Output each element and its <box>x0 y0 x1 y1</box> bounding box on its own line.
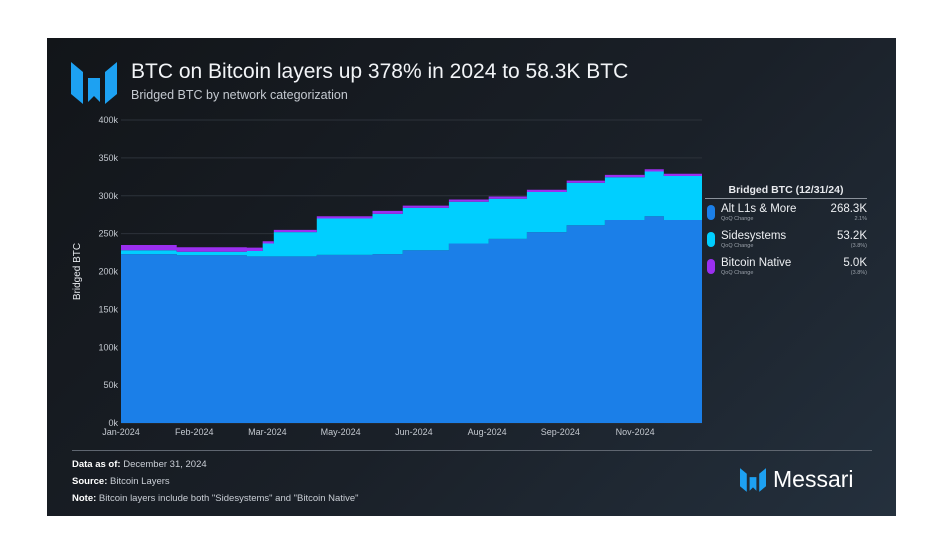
legend-title: Bridged BTC (12/31/24) <box>705 184 867 199</box>
stacked-area-chart: 0k 50k 100k 150k 200k 250k 300k 350k 400k Bridged… <box>72 115 702 437</box>
x-tick-label: May-2024 <box>321 427 361 437</box>
legend-item-sidesystems: Sidesystems 53.2K QoQ Change (3.8%) <box>705 229 867 256</box>
legend-sub: QoQ Change <box>721 243 754 249</box>
legend-label: Bitcoin Native <box>721 257 792 269</box>
label: Note: <box>72 493 97 504</box>
y-tick-label: 100k <box>98 342 118 352</box>
chart-title: BTC on Bitcoin layers up 378% in 2024 to… <box>131 60 629 83</box>
y-tick-label: 200k <box>98 267 118 277</box>
y-tick-label: 350k <box>98 153 118 163</box>
y-tick-label: 400k <box>98 115 118 125</box>
area-alt-l1s-more <box>121 216 702 423</box>
area-sidesystems <box>121 171 702 257</box>
value: December 31, 2024 <box>123 459 207 470</box>
x-tick-label: Feb-2024 <box>175 427 214 437</box>
legend-label: Sidesystems <box>721 230 787 242</box>
y-tick-label: 250k <box>98 229 118 239</box>
legend-item-bitcoin-native: Bitcoin Native 5.0K QoQ Change (3.8%) <box>705 256 867 283</box>
legend: Bridged BTC (12/31/24) Alt L1s & More 26… <box>705 184 867 283</box>
y-tick-label: 300k <box>98 191 118 201</box>
y-tick-label: 50k <box>103 380 118 390</box>
label: Data as of: <box>72 459 121 470</box>
x-tick-label: Mar-2024 <box>248 427 287 437</box>
area-bitcoin-native <box>121 169 702 252</box>
legend-sub: QoQ Change <box>721 216 754 222</box>
footer-note: Note: Bitcoin layers include both "Sides… <box>72 493 358 504</box>
legend-value: 268.3K <box>830 203 867 215</box>
legend-change: 2.1% <box>854 216 867 222</box>
value: Bitcoin Layers <box>110 476 170 487</box>
x-tick-label: Aug-2024 <box>468 427 507 437</box>
messari-logo-icon <box>71 62 117 104</box>
messari-brand: Messari <box>740 466 854 493</box>
footer-data-as-of: Data as of: December 31, 2024 <box>72 459 207 470</box>
messari-logo-icon <box>740 467 766 492</box>
legend-value: 53.2K <box>836 230 867 242</box>
chart-subtitle: Bridged BTC by network categorization <box>131 88 348 102</box>
legend-item-alt-l1s: Alt L1s & More 268.3K QoQ Change 2.1% <box>705 202 867 229</box>
y-tick-label: 0k <box>108 418 118 428</box>
legend-change: (3.8%) <box>850 243 867 249</box>
legend-value: 5.0K <box>843 257 867 269</box>
legend-swatch <box>707 232 715 247</box>
x-tick-label: Jun-2024 <box>395 427 433 437</box>
x-tick-label: Jan-2024 <box>102 427 140 437</box>
brand-name: Messari <box>773 466 854 492</box>
chart-card: BTC on Bitcoin layers up 378% in 2024 to… <box>47 38 896 516</box>
label: Source: <box>72 476 108 487</box>
y-axis-label: Bridged BTC <box>72 243 83 300</box>
legend-swatch <box>707 259 715 274</box>
x-tick-label: Nov-2024 <box>616 427 655 437</box>
value: Bitcoin layers include both "Sidesystems… <box>98 493 359 504</box>
legend-change: (3.8%) <box>850 270 867 276</box>
legend-swatch <box>707 205 715 220</box>
y-tick-label: 150k <box>98 304 118 314</box>
x-tick-label: Sep-2024 <box>541 427 580 437</box>
legend-label: Alt L1s & More <box>721 203 797 215</box>
footer-source: Source: Bitcoin Layers <box>72 476 170 487</box>
footer-divider <box>72 450 872 451</box>
legend-sub: QoQ Change <box>721 270 754 276</box>
